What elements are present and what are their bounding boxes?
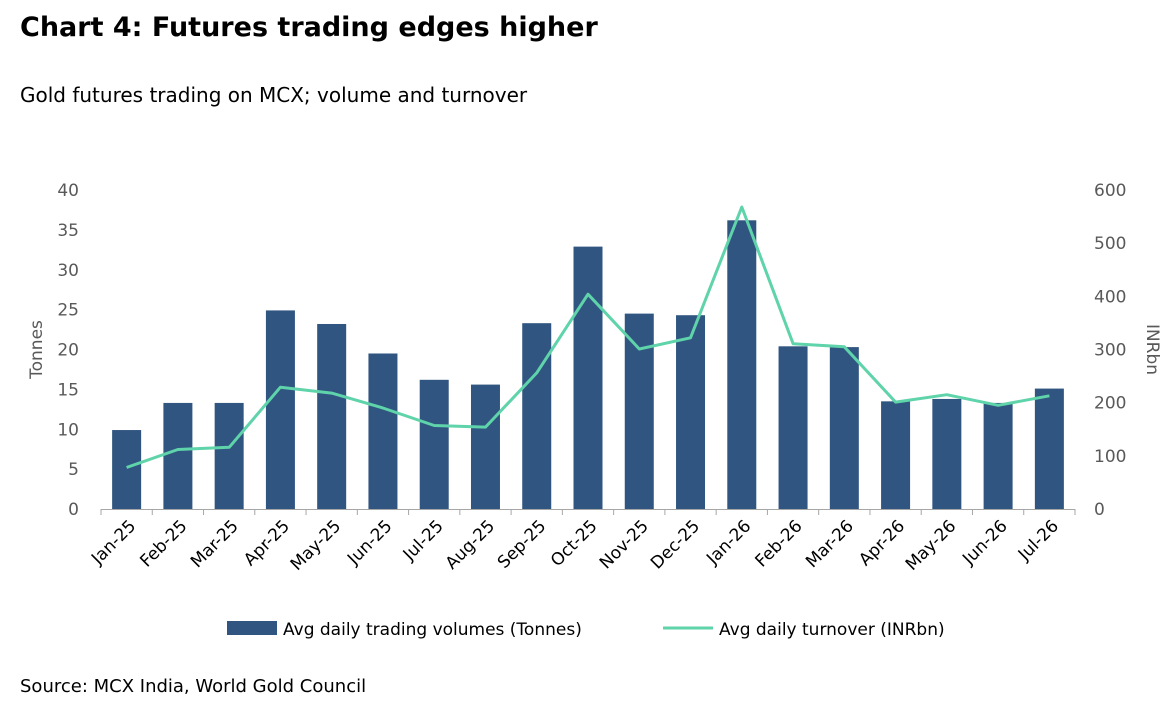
x-tick-label: Apr-25	[240, 516, 294, 570]
legend-swatch-volume	[227, 621, 277, 635]
volume-bar-feb-26	[778, 346, 808, 509]
y-left-tick-label: 15	[57, 380, 79, 400]
x-tick-label: Jul-25	[399, 516, 448, 565]
y-left-axis-label: Tonnes	[27, 320, 47, 380]
volume-bar-apr-26	[881, 401, 911, 509]
x-tick-label: Aug-25	[442, 516, 499, 573]
legend-label-turnover: Avg daily turnover (INRbn)	[719, 620, 945, 640]
y-right-tick-label: 400	[1094, 287, 1126, 307]
y-right-tick-label: 600	[1094, 181, 1126, 201]
x-tick-label: Jun-25	[343, 516, 396, 569]
volume-bar-jan-26	[727, 220, 757, 509]
y-left-tick-label: 35	[57, 221, 79, 241]
turnover-line-group	[126, 205, 1050, 469]
x-tick-label: Jul-26	[1014, 516, 1063, 565]
y-left-tick-label: 20	[57, 341, 79, 361]
y-right-tick-label: 500	[1094, 234, 1126, 254]
volume-bar-jul-26	[1034, 388, 1064, 509]
x-tick-label: May-26	[902, 516, 960, 574]
y-left-tick-label: 5	[68, 460, 79, 480]
y-right-axis-label: INRbn	[1142, 324, 1162, 375]
y-left-tick-label: 25	[57, 301, 79, 321]
x-tick-label: Mar-26	[802, 516, 858, 572]
volume-bars	[112, 220, 1064, 509]
y-right-tick-label: 100	[1094, 447, 1126, 467]
x-tick-label: Oct-25	[547, 516, 602, 571]
volume-bar-feb-25	[163, 402, 193, 509]
y-right-tick-label: 300	[1094, 341, 1126, 361]
volume-bar-apr-25	[265, 310, 295, 509]
y-left-tick-label: 30	[57, 261, 79, 281]
chart-source: Source: MCX India, World Gold Council	[20, 676, 367, 697]
volume-bar-nov-25	[624, 313, 654, 509]
chart-legend: Avg daily trading volumes (Tonnes) Avg da…	[227, 620, 945, 640]
volume-bar-jun-26	[983, 402, 1013, 509]
volume-bar-may-26	[932, 398, 962, 509]
x-tick-label: Feb-25	[136, 516, 191, 571]
x-tick-label: Apr-26	[855, 516, 909, 570]
volume-bar-oct-25	[573, 246, 603, 509]
y-right-tick-label: 200	[1094, 394, 1126, 414]
volume-bar-jan-25	[112, 430, 142, 509]
x-tick-label: May-25	[287, 516, 345, 574]
y-right-tick-label: 0	[1094, 500, 1105, 520]
volume-bar-aug-25	[470, 384, 500, 509]
volume-bar-jul-25	[419, 379, 449, 509]
legend-label-volume: Avg daily trading volumes (Tonnes)	[283, 620, 582, 640]
y-left-tick-label: 0	[68, 500, 79, 520]
y-left-tick-label: 40	[57, 181, 79, 201]
chart-title: Chart 4: Futures trading edges higher	[20, 12, 598, 43]
x-tick-label: Sep-25	[494, 516, 550, 572]
x-tick-label: Jan-26	[702, 516, 755, 569]
volume-bar-mar-26	[829, 347, 859, 509]
x-tick-label: Mar-25	[187, 516, 243, 572]
x-tick-label: Jun-26	[958, 516, 1011, 569]
volume-bar-jun-25	[368, 353, 398, 509]
x-tick-label: Feb-26	[752, 516, 807, 571]
x-tick-label: Dec-25	[647, 516, 704, 573]
volume-bar-mar-25	[214, 402, 244, 509]
y-left-tick-label: 10	[57, 420, 79, 440]
volume-bar-dec-25	[676, 315, 706, 509]
chart-subtitle: Gold futures trading on MCX; volume and …	[20, 83, 528, 107]
turnover-line	[126, 205, 1050, 469]
volume-bar-may-25	[317, 323, 347, 509]
x-tick-label: Jan-25	[87, 516, 140, 569]
x-tick-label: Nov-25	[596, 516, 653, 573]
volume-bar-sep-25	[522, 323, 552, 509]
